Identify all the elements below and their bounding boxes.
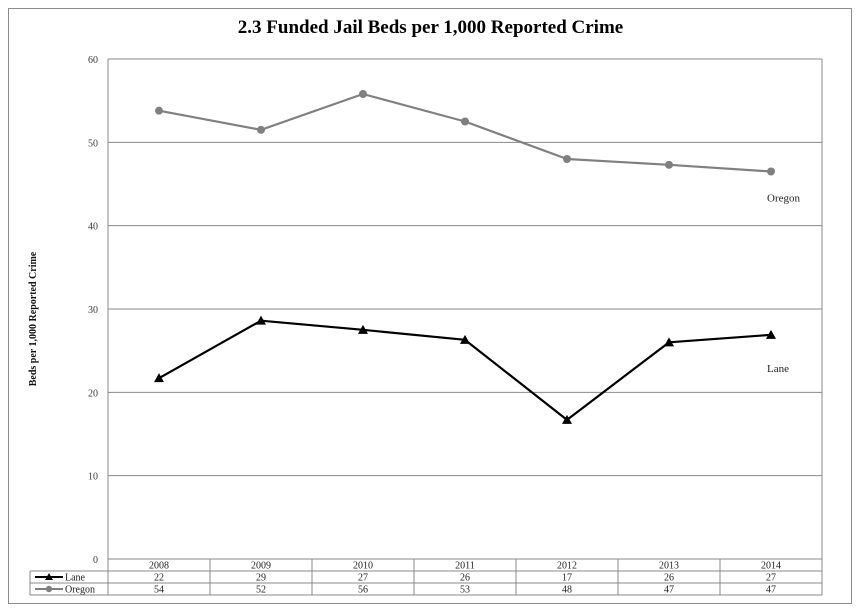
data-table: 2008 2009 2010 2011 2012 2013 2014 Lane 22 29 27 26… [29,558,823,596]
data-point [563,155,571,163]
data-point [562,414,572,424]
data-label: 47 [664,585,674,596]
legend-label: Lane [65,573,86,584]
data-point [358,324,368,334]
data-label: 48 [562,585,572,596]
data-point [767,167,775,176]
data-label: 26 [460,573,470,584]
x-tick-label: 2013 [659,561,679,572]
y-tick-label: 0 [93,555,98,566]
data-label: 17 [562,573,572,584]
data-label: 26 [664,573,674,584]
series-label-lane: Lane [767,363,789,375]
grid-lines [107,58,823,559]
chart-title: 2.3 Funded Jail Beds per 1,000 Reported … [237,17,624,38]
data-point [461,117,469,126]
data-label: 22 [154,573,164,584]
legend-marker [45,573,53,580]
y-tick-label: 60 [88,55,98,66]
data-point [257,125,265,134]
data-label: 47 [766,585,776,596]
y-tick-label: 40 [88,222,98,233]
series-label-oregon: Oregon [767,193,800,205]
data-point [155,106,163,115]
data-point [154,373,164,383]
legend-label: Oregon [65,585,95,596]
data-point [256,315,266,325]
y-axis-label: Beds per 1,000 Reported Crime [28,251,39,386]
y-tick-label: 50 [88,138,98,149]
chart-frame [8,8,852,604]
legend-marker [45,585,53,593]
data-point [766,329,776,339]
y-tick-labels: 0 10 20 30 40 50 60 [88,55,98,566]
data-label: 56 [358,585,368,596]
y-tick-label: 10 [88,472,98,483]
data-point [359,90,367,98]
series-group: Oregon Lane [154,90,800,424]
data-label: 52 [256,585,266,596]
x-tick-label: 2008 [149,561,169,572]
data-label: 53 [460,585,470,596]
x-tick-label: 2011 [455,561,475,572]
series-oregon: Oregon [155,90,800,205]
y-tick-label: 20 [88,388,98,399]
series-line-oregon [158,92,772,173]
data-point [460,334,470,344]
series-lane: Lane [154,315,789,424]
y-tick-label: 30 [88,305,98,316]
x-tick-label: 2014 [761,561,781,572]
x-tick-label: 2012 [557,561,577,572]
data-point [665,160,673,169]
data-label: 27 [358,573,368,584]
data-point [664,337,674,347]
data-label: 54 [154,585,164,596]
data-label: 27 [766,573,776,584]
x-tick-label: 2010 [353,561,373,572]
data-label: 29 [256,573,266,584]
x-tick-label: 2009 [251,561,271,572]
